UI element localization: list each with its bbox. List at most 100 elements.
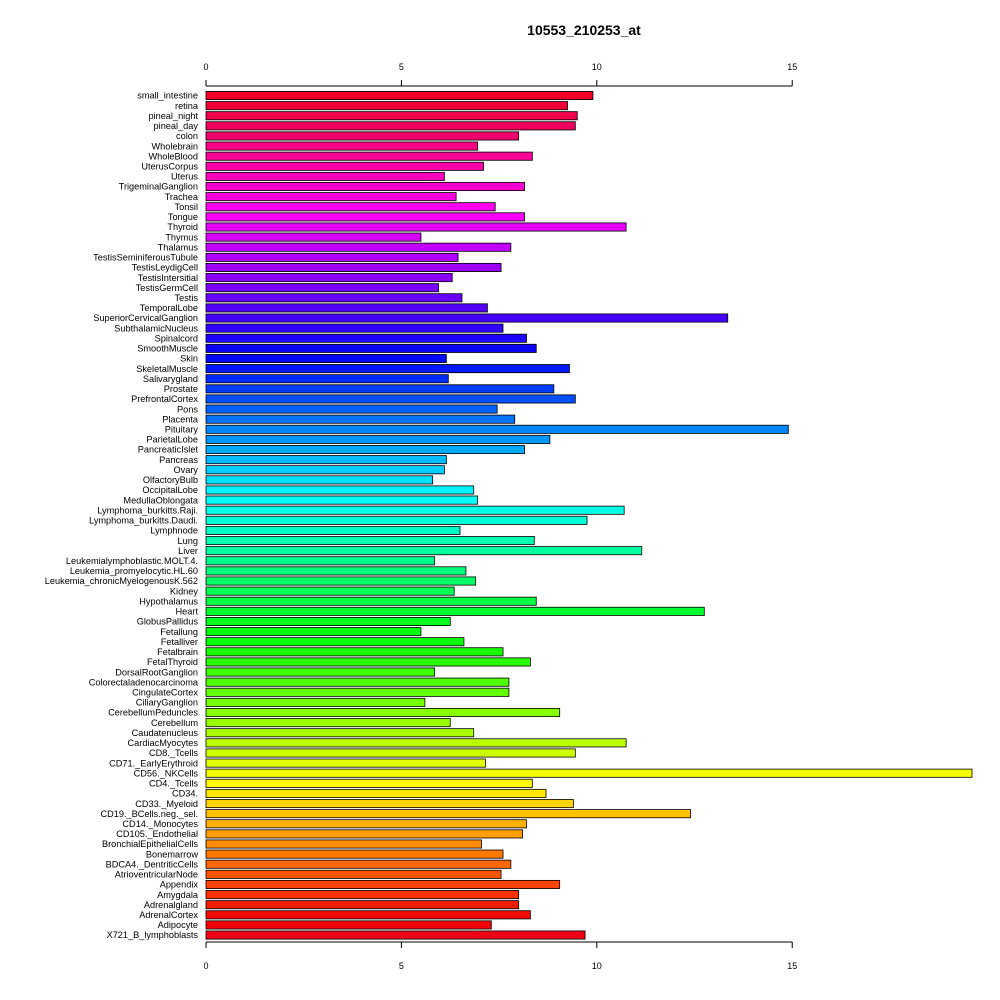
category-label: UterusCorpus	[141, 162, 198, 172]
bar	[205, 829, 523, 839]
bar	[205, 667, 436, 677]
bar	[205, 343, 537, 353]
bar	[205, 202, 496, 212]
category-label: DorsalRootGanglion	[115, 667, 198, 677]
bar	[205, 404, 498, 414]
bar	[205, 606, 705, 616]
category-label: Prostate	[164, 384, 198, 394]
bar	[205, 445, 525, 455]
category-label: Thymus	[165, 232, 198, 242]
bar	[205, 192, 457, 202]
bar	[205, 910, 531, 920]
bar	[205, 900, 520, 910]
bar	[205, 171, 445, 181]
bar	[205, 525, 461, 535]
bar	[205, 222, 627, 232]
bar	[205, 708, 561, 718]
category-label: CD8._Tcells	[149, 748, 198, 758]
bar	[205, 627, 422, 637]
category-label: CD14._Monocytes	[122, 819, 198, 829]
category-label: TestisLeydigCell	[132, 263, 198, 273]
category-label: Pituitary	[165, 424, 199, 434]
category-label: TemporalLobe	[140, 303, 198, 313]
category-label: pineal_day	[154, 121, 199, 131]
category-label: FetalThyroid	[147, 657, 198, 667]
category-label: Leukemialymphoblastic.MOLT.4.	[66, 556, 198, 566]
bar	[205, 111, 578, 121]
bar	[205, 91, 594, 101]
category-label: Thyroid	[167, 222, 198, 232]
bar	[205, 475, 434, 485]
category-label: SkeletalMuscle	[136, 364, 198, 374]
category-label: Lymphoma_burkitts.Daudi.	[89, 516, 198, 526]
category-label: Ovary	[173, 465, 198, 475]
bar	[205, 141, 479, 151]
bar	[205, 566, 467, 576]
category-label: Liver	[178, 546, 198, 556]
bar	[205, 809, 692, 819]
bottom-axis-tick-label: 5	[399, 961, 404, 971]
category-label: Fetalbrain	[157, 647, 198, 657]
bar	[205, 879, 561, 889]
bottom-x-axis: 0 5 10 15	[203, 941, 797, 971]
bar	[205, 465, 445, 475]
bar	[205, 687, 510, 697]
chart-title: 10553_210253_at	[527, 22, 641, 38]
bar	[205, 434, 551, 444]
top-x-axis: 0 5 10 15	[203, 62, 797, 87]
category-labels: small_intestineretinapineal_nightpineal_…	[45, 91, 199, 941]
category-label: WholeBlood	[148, 151, 198, 161]
bar	[205, 495, 479, 505]
category-label: Tonsil	[175, 202, 199, 212]
category-label: CD19._BCells.neg._sel.	[100, 809, 198, 819]
bar	[205, 576, 477, 586]
bar	[205, 849, 504, 859]
top-axis-tick-label: 10	[592, 62, 602, 72]
category-label: PrefrontalCortex	[131, 394, 198, 404]
bar	[205, 323, 504, 333]
category-label: Amygdala	[157, 890, 199, 900]
bar	[205, 384, 555, 394]
category-label: OccipitalLobe	[142, 485, 198, 495]
bar	[205, 546, 643, 556]
category-label: pineal_night	[148, 111, 198, 121]
category-label: Lung	[178, 536, 198, 546]
bar	[205, 232, 422, 242]
category-label: SubthalamicNucleus	[114, 323, 198, 333]
bar	[205, 758, 486, 768]
category-label: Tongue	[168, 212, 198, 222]
bar	[205, 333, 527, 343]
category-label: Caudatenucleus	[132, 728, 199, 738]
category-label: TrigeminalGanglion	[119, 182, 198, 192]
category-label: CD56._NKCells	[134, 768, 199, 778]
bar	[205, 101, 568, 111]
category-label: Appendix	[160, 880, 199, 890]
bottom-axis-tick-label: 10	[592, 961, 602, 971]
category-label: AdrenalCortex	[139, 910, 198, 920]
category-label: CiliaryGanglion	[136, 698, 198, 708]
category-label: Heart	[176, 607, 199, 617]
category-label: Leukemia_promyelocytic.HL.60	[70, 566, 198, 576]
bar	[205, 273, 453, 283]
bar	[205, 748, 576, 758]
bar	[205, 283, 439, 293]
bar	[205, 353, 447, 363]
category-label: PancreaticIslet	[138, 445, 199, 455]
bar	[205, 586, 455, 596]
bar	[205, 677, 510, 687]
bar	[205, 151, 533, 161]
category-label: MedullaOblongata	[123, 495, 198, 505]
category-label: Pancreas	[159, 455, 198, 465]
bar	[205, 414, 516, 424]
category-label: Thalamus	[158, 242, 199, 252]
category-label: Fetalliver	[161, 637, 198, 647]
bar	[205, 819, 527, 829]
bar	[205, 890, 520, 900]
category-label: CardiacMyocytes	[128, 738, 199, 748]
category-label: Leukemia_chronicMyelogenousK.562	[45, 576, 198, 586]
bar	[205, 647, 504, 657]
bar	[205, 161, 484, 171]
bar	[205, 303, 488, 313]
category-label: SuperiorCervicalGanglion	[93, 313, 198, 323]
